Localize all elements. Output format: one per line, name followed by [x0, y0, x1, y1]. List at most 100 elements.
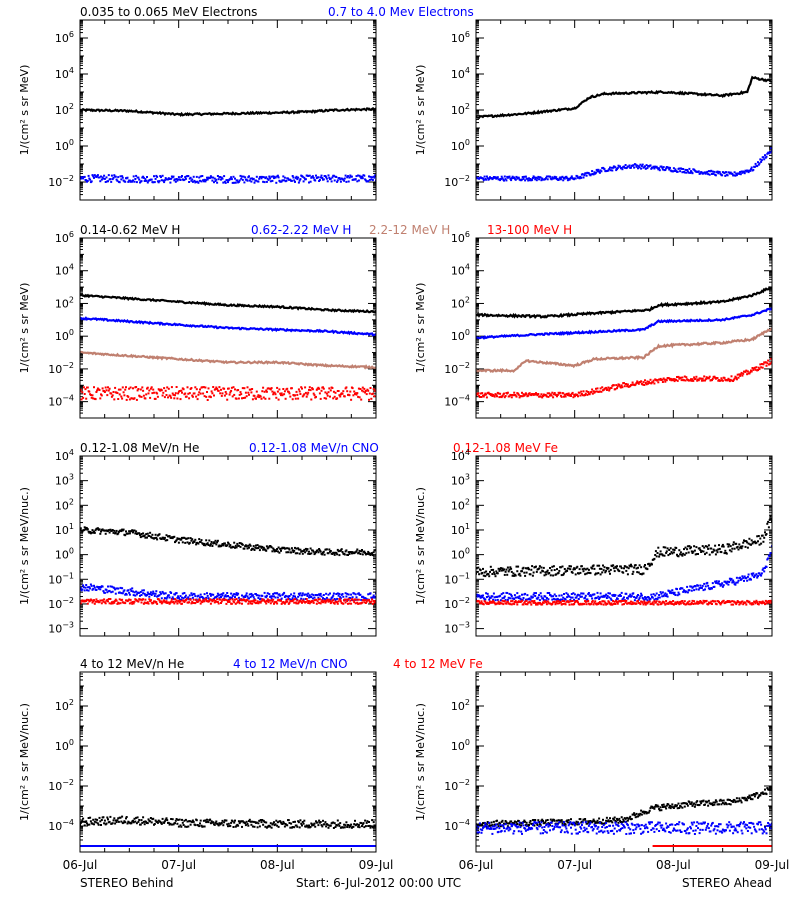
- data-point: [510, 593, 513, 596]
- data-point: [283, 176, 286, 179]
- data-point: [615, 599, 618, 602]
- data-point: [604, 601, 607, 604]
- data-point: [327, 174, 330, 177]
- data-point: [697, 170, 700, 173]
- data-point: [495, 394, 498, 397]
- data-point: [205, 598, 208, 601]
- data-point: [760, 366, 763, 369]
- data-point: [654, 597, 657, 600]
- data-point: [335, 176, 338, 178]
- data-point: [347, 175, 349, 178]
- data-point: [703, 582, 706, 585]
- data-point: [144, 397, 147, 400]
- legend-0-14-0-62-mev-h: 0.14-0.62 MeV H: [80, 223, 180, 237]
- data-point: [330, 180, 333, 183]
- data-point: [609, 568, 612, 571]
- data-point: [712, 172, 715, 175]
- data-point: [275, 550, 278, 552]
- data-point: [616, 565, 618, 568]
- data-point: [287, 602, 290, 605]
- data-point: [361, 389, 363, 392]
- data-point: [318, 548, 321, 550]
- data-point: [197, 600, 200, 603]
- data-point: [607, 386, 610, 389]
- data-point: [276, 548, 279, 550]
- data-point: [258, 594, 261, 597]
- data-point: [204, 386, 207, 389]
- data-point: [101, 599, 104, 602]
- data-point: [294, 552, 297, 555]
- data-point: [82, 396, 85, 399]
- data-point: [269, 180, 272, 183]
- data-point: [199, 179, 201, 182]
- data-point: [583, 602, 586, 605]
- data-point: [373, 395, 376, 398]
- data-point: [238, 602, 241, 605]
- data-point: [653, 167, 656, 170]
- data-point: [604, 571, 607, 574]
- data-point: [133, 591, 136, 594]
- data-point: [336, 597, 339, 600]
- data-point: [205, 596, 208, 599]
- data-point: [219, 392, 222, 395]
- data-point: [85, 397, 88, 400]
- data-point: [271, 550, 274, 553]
- data-point: [174, 392, 177, 395]
- data-point: [261, 175, 264, 178]
- data-point: [755, 366, 758, 369]
- data-point: [584, 594, 587, 597]
- data-point: [270, 175, 273, 178]
- data-point: [176, 602, 179, 605]
- data-point: [320, 600, 323, 603]
- data-point: [116, 392, 119, 394]
- data-point: [479, 569, 482, 572]
- data-point: [191, 538, 194, 541]
- data-point: [557, 571, 560, 574]
- data-point: [610, 598, 613, 601]
- data-point: [510, 177, 513, 180]
- data-point: [132, 602, 135, 605]
- data-point: [311, 593, 314, 596]
- data-point: [554, 177, 557, 180]
- data-point: [624, 601, 627, 604]
- data-point: [728, 378, 731, 381]
- y-tick-label: 10−4: [48, 394, 74, 409]
- data-point: [244, 594, 247, 597]
- data-point: [251, 547, 254, 550]
- data-point: [359, 175, 362, 178]
- data-point: [765, 155, 768, 158]
- data-point: [724, 549, 727, 552]
- data-point: [334, 599, 337, 602]
- data-point: [176, 596, 179, 599]
- data-point: [96, 174, 99, 177]
- data-point: [213, 181, 215, 184]
- data-point: [721, 585, 724, 588]
- data-point: [280, 599, 282, 602]
- data-point: [664, 546, 667, 549]
- data-point: [137, 600, 140, 603]
- data-point: [675, 603, 678, 605]
- data-point: [500, 175, 503, 178]
- data-point: [675, 547, 678, 549]
- data-point: [732, 541, 735, 544]
- data-point: [115, 178, 118, 181]
- data-point: [751, 574, 754, 577]
- data-point: [552, 565, 555, 568]
- data-point: [364, 602, 367, 604]
- data-point: [213, 598, 215, 601]
- data-point: [309, 389, 312, 392]
- data-point: [561, 565, 564, 568]
- data-point: [175, 178, 178, 180]
- data-point: [665, 550, 668, 553]
- data-point: [255, 397, 257, 400]
- data-point: [636, 164, 639, 167]
- data-point: [368, 599, 370, 602]
- data-point: [610, 602, 613, 605]
- data-point: [489, 570, 491, 573]
- data-point: [568, 603, 571, 606]
- data-point: [107, 600, 109, 603]
- data-point: [635, 596, 638, 599]
- data-point: [554, 598, 557, 601]
- data-point: [150, 536, 153, 539]
- data-point: [232, 386, 235, 389]
